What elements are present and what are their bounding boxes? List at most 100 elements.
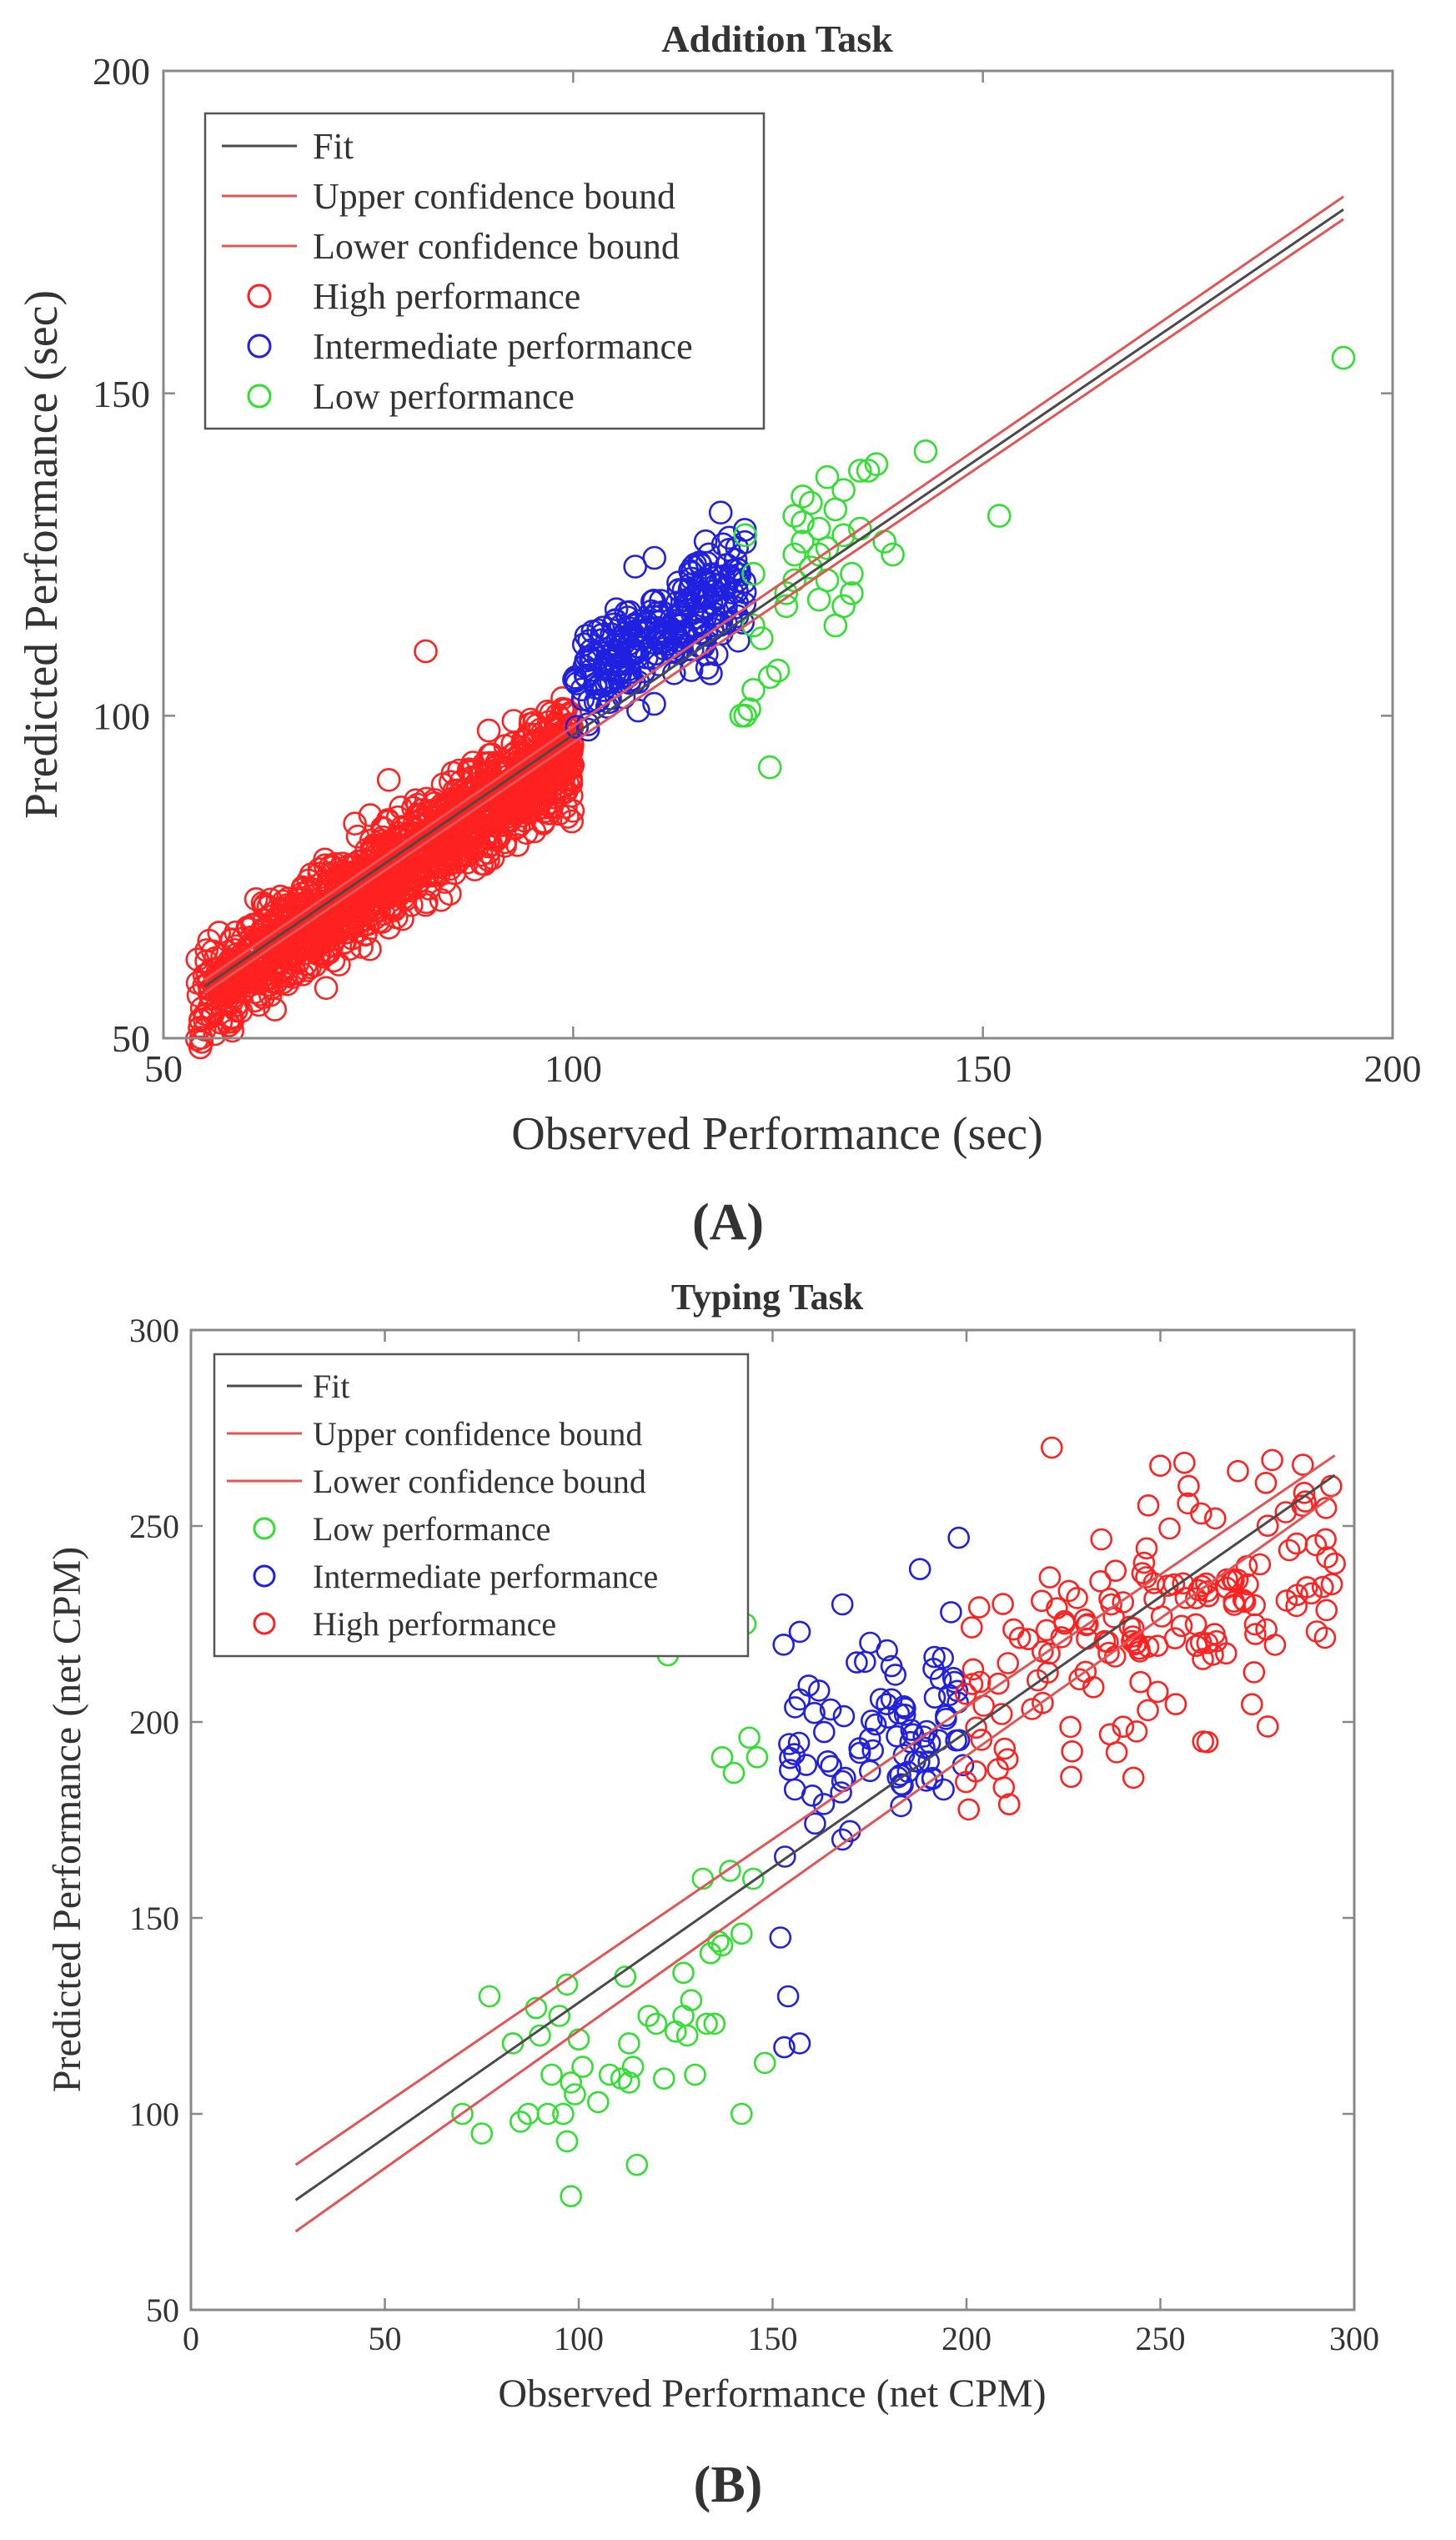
data-point [696,542,721,567]
data-point [306,942,330,966]
legend: Fit Upper confidence bound Lower confide… [203,112,766,430]
data-point [672,1961,695,1985]
data-point [484,750,510,775]
data-point [861,1739,884,1762]
data-point [1311,1575,1334,1599]
data-point [908,1558,931,1580]
data-point [1050,1626,1073,1649]
x-axis-label: Observed Performance (sec) [511,1108,1042,1160]
data-point [574,624,599,648]
x-axis-label: Observed Performance (net CPM) [498,2372,1046,2416]
data-point [1076,1613,1099,1635]
data-point [393,816,417,841]
data-point [858,1727,881,1750]
data-point [722,1761,746,1785]
y-tick-label: 150 [129,1900,179,1937]
data-point [623,613,648,638]
legend-entry-lower-bound: Lower confidence bound [227,1463,646,1500]
chart-title: Typing Task [671,1277,864,1318]
data-point [714,575,739,599]
y-tick-label: 100 [129,2096,179,2133]
data-point [710,1934,734,1957]
data-point [807,1679,831,1702]
data-point [1173,1451,1196,1474]
data-point [815,464,840,489]
legend-marker-low [247,384,272,409]
x-tick-label: 50 [369,2320,402,2357]
legend-entry-upper-bound: Upper confidence bound [222,176,675,217]
data-point [773,1845,796,1868]
data-point [364,879,388,903]
data-point [1097,1641,1120,1664]
data-point [1263,1634,1287,1656]
data-point [940,1601,962,1624]
data-point [831,478,856,503]
data-point [1196,1730,1219,1754]
data-point [1256,1715,1279,1738]
data-point [881,542,905,567]
data-point [900,1719,923,1741]
data-point [1038,1566,1062,1589]
data-point [514,821,539,846]
y-tick-label: 200 [93,50,150,93]
data-point [555,2130,579,2153]
data-point [1137,1699,1159,1722]
data-point [961,1658,985,1681]
data-point [223,920,248,945]
data-point [477,834,502,859]
data-point [804,1812,826,1835]
data-point [798,555,823,580]
data-point [1197,1584,1220,1608]
data-point [1137,1494,1160,1517]
data-point [913,1736,936,1759]
data-point [778,1733,801,1755]
data-point [188,1035,213,1060]
data-point [710,1746,734,1769]
data-point [932,1778,955,1801]
data-point [642,545,667,570]
data-point [1320,1573,1343,1596]
data-point [791,530,815,554]
data-point [559,767,584,792]
data-point [470,2122,494,2145]
legend-entry-low: Low performance [247,376,575,417]
data-point [1135,1537,1158,1560]
data-point [185,947,210,971]
data-point [1164,1693,1187,1715]
data-point [806,542,831,567]
data-point [664,2020,687,2043]
data-point [1060,1765,1082,1789]
legend: Fit Upper confidence bound Lower confide… [213,1353,750,1658]
data-point [840,581,864,605]
data-point [531,771,556,796]
data-point [741,561,766,586]
data-point [769,1926,792,1949]
x-tick-label: 150 [748,2320,798,2357]
legend-label: Low performance [313,376,575,417]
data-point [731,610,756,635]
data-point [1241,1693,1263,1716]
y-tick-label: 100 [93,695,150,737]
data-point [302,919,326,944]
data-point [732,530,757,555]
data-point [831,1593,854,1616]
data-point [1149,1454,1172,1477]
data-point [913,439,938,464]
data-point [1066,1587,1088,1609]
y-tick-label: 150 [93,373,150,415]
data-point [987,1672,1010,1695]
legend-label: Lower confidence bound [313,226,680,267]
data-point [717,525,741,550]
data-point [404,816,429,841]
data-point [478,1985,501,2008]
data-point [283,934,308,959]
legend-label: Upper confidence bound [313,1415,642,1453]
data-point [967,1596,991,1619]
data-point [369,874,394,899]
data-point [314,976,339,1001]
data-point [1223,1594,1246,1616]
data-point [812,1793,836,1815]
data-point [623,555,648,579]
data-point [1158,1517,1181,1540]
